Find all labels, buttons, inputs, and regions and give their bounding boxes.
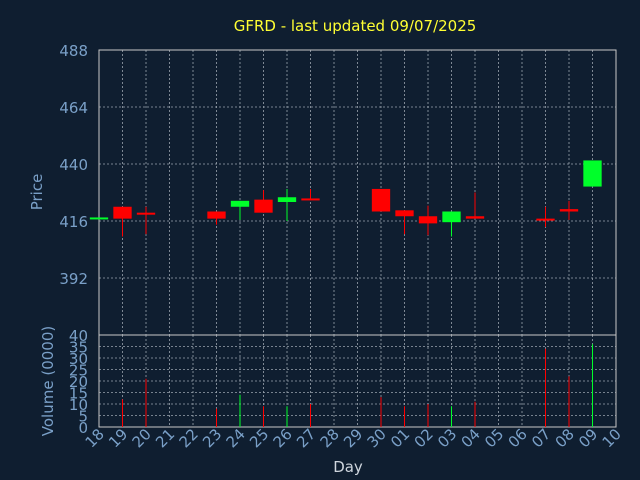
candle-body: [559, 209, 579, 212]
candle-body: [395, 210, 414, 217]
volume-tick-label: 30: [69, 350, 88, 368]
candle-body: [254, 199, 273, 213]
candle-body: [230, 200, 250, 207]
candle-body: [583, 160, 602, 187]
volume-panel-frame: [98, 334, 617, 428]
candle-body: [442, 211, 461, 223]
volume-tick-label: 25: [69, 362, 88, 380]
volume-tick-label: 5: [78, 408, 88, 426]
price-axis-label: Price: [28, 174, 46, 211]
candle-body: [136, 212, 156, 215]
price-tick-label: 488: [59, 42, 88, 60]
candle-body: [277, 197, 297, 202]
volume-tick-label: 0: [78, 419, 88, 437]
candle-body: [418, 216, 438, 224]
price-tick-label: 440: [59, 156, 88, 174]
candle-body: [371, 188, 391, 212]
volume-axis-label: Volume (0000): [39, 326, 57, 436]
price-tick-label: 392: [59, 270, 88, 288]
volume-tick-label: 10: [69, 396, 88, 414]
candle-body: [207, 211, 226, 219]
chart-title: GFRD - last updated 09/07/2025: [234, 17, 477, 35]
x-axis-label: Day: [333, 458, 363, 476]
candle-body: [465, 216, 485, 219]
volume-tick-label: 35: [69, 339, 88, 357]
candle-body: [301, 198, 320, 201]
x-tick-labels: 1819202122232425262728293001020304050607…: [82, 425, 625, 451]
candle-body: [536, 218, 555, 221]
price-tick-label: 464: [59, 99, 88, 117]
volume-tick-label: 40: [69, 327, 88, 345]
volume-tick-label: 15: [69, 385, 88, 403]
price-tick-label: 416: [59, 213, 88, 231]
price-panel: 392 416 440 464 488: [59, 42, 617, 336]
candle-body: [113, 206, 132, 219]
volume-tick-label: 20: [69, 373, 88, 391]
candle-body: [89, 217, 109, 220]
